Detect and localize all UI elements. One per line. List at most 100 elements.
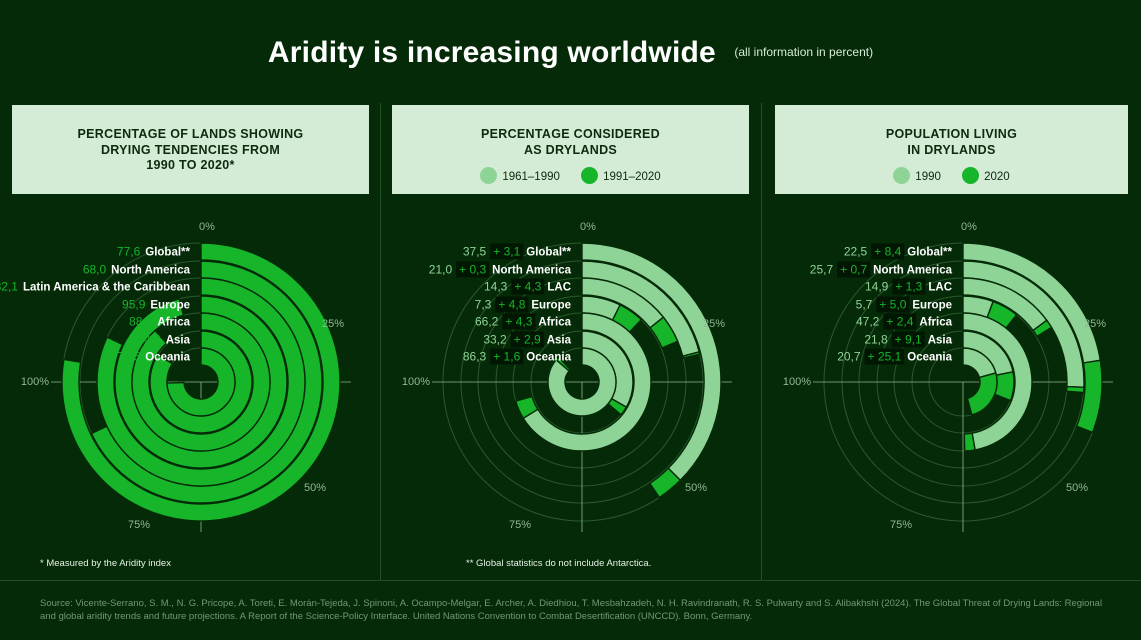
bar-segment-increase <box>966 372 998 416</box>
base-value-label: 66,2 <box>475 315 499 329</box>
increase-label-bg <box>871 243 905 260</box>
base-value-label: 37,5 <box>463 245 487 259</box>
footnote-antarctica: ** Global statistics do not include Anta… <box>466 558 652 569</box>
axis-tick-label: 50% <box>1066 482 1088 494</box>
panel-2-header: PERCENTAGE CONSIDERED AS DRYLANDS 1961–1… <box>392 105 749 194</box>
panel-1-title-line: DRYING TENDENCIES FROM <box>100 142 281 157</box>
value-label: 95,9 <box>122 298 146 312</box>
value-label: 82,1 <box>0 280 18 294</box>
increase-label-bg <box>837 261 871 278</box>
category-label: Africa <box>919 317 952 329</box>
increase-label: + 5,0 <box>879 298 906 312</box>
panel-2-title: PERCENTAGE CONSIDERED AS DRYLANDS <box>392 127 749 158</box>
legend-label: 1990 <box>915 171 941 183</box>
value-label: 84,0 <box>137 333 161 347</box>
category-label: Europe <box>531 300 571 312</box>
axis-tick-label: 0% <box>961 221 977 233</box>
page-subtitle: (all information in percent) <box>734 45 874 59</box>
title-row: Aridity is increasing worldwide (all inf… <box>0 36 1141 70</box>
category-label: Global** <box>907 247 952 259</box>
increase-label-bg <box>502 313 536 330</box>
increase-label: + 4,3 <box>514 280 541 294</box>
chart-panel-2: 0% 25% 50% 75% 100% Global** + 3,1 37,5 North Am… <box>402 221 732 532</box>
legend-label: 1961–1990 <box>502 171 560 183</box>
bar-segment-increase <box>1032 319 1053 338</box>
category-label: Latin America & the Caribbean <box>23 282 190 294</box>
bar-segment-increase <box>649 316 679 349</box>
base-value-label: 7,3 <box>475 298 492 312</box>
panel-1-title: PERCENTAGE OF LANDS SHOWING DRYING TENDE… <box>12 127 369 174</box>
axis-tick-label: 0% <box>580 221 596 233</box>
base-value-label: 86,3 <box>463 350 487 364</box>
category-label: Asia <box>928 335 953 347</box>
panel-2-legend: 1961–1990 1991–2020 <box>392 167 749 184</box>
category-label: Oceania <box>907 352 952 364</box>
bar-segment-increase <box>555 356 572 372</box>
base-value-label: 14,3 <box>484 280 508 294</box>
bar-segment-increase <box>514 395 539 420</box>
axis-tick-label: 50% <box>685 482 707 494</box>
bar-segment-increase <box>963 432 976 452</box>
bar-segment-increase <box>1065 385 1085 394</box>
increase-label-bg <box>490 243 524 260</box>
bar-segment <box>61 242 341 522</box>
base-value-label: 25,7 <box>810 263 834 277</box>
category-label: Oceania <box>145 352 190 364</box>
increase-label-bg <box>892 278 926 295</box>
footnote-aridity: * Measured by the Aridity index <box>40 558 171 569</box>
increase-label: + 0,3 <box>459 263 486 277</box>
category-label: Asia <box>547 335 572 347</box>
bottom-divider <box>0 580 1141 581</box>
panel-3-header: POPULATION LIVING IN DRYLANDS 1990 2020 <box>775 105 1128 194</box>
axis-tick-label: 75% <box>509 519 531 531</box>
category-label: Asia <box>166 335 191 347</box>
axis-tick-label: 75% <box>128 519 150 531</box>
panel-3-legend: 1990 2020 <box>775 167 1128 184</box>
category-label: North America <box>873 265 952 277</box>
bar-segment-base <box>522 312 652 452</box>
increase-label: + 1,3 <box>895 280 922 294</box>
axis-tick-label: 50% <box>304 482 326 494</box>
panel-divider <box>761 103 762 580</box>
increase-label: + 4,3 <box>505 315 532 329</box>
increase-label-bg <box>876 296 910 313</box>
category-label: Oceania <box>526 352 571 364</box>
increase-label: + 8,4 <box>874 245 901 259</box>
panel-divider <box>380 103 381 580</box>
legend-item: 1990 <box>893 167 941 184</box>
bar-segment-increase <box>681 351 701 359</box>
chart-panel-3: 0% 25% 50% 75% 100% Global** + 8,4 22,5 North Am… <box>783 221 1113 532</box>
increase-label-bg <box>511 278 545 295</box>
panel-1-header: PERCENTAGE OF LANDS SHOWING DRYING TENDE… <box>12 105 369 194</box>
bar-segment <box>131 312 271 452</box>
panel-2-title-line: AS DRYLANDS <box>523 142 618 157</box>
increase-label-bg <box>495 296 529 313</box>
increase-label: + 9,1 <box>895 333 922 347</box>
legend-item: 1991–2020 <box>581 167 661 184</box>
base-value-label: 22,5 <box>844 245 868 259</box>
category-label: Africa <box>157 317 190 329</box>
category-label: Europe <box>150 300 190 312</box>
value-label: 88,4 <box>129 315 153 329</box>
panel-3-title-line: POPULATION LIVING <box>885 127 1018 141</box>
increase-label: + 0,7 <box>840 263 867 277</box>
increase-label-bg <box>883 313 917 330</box>
base-value-label: 21,0 <box>429 263 453 277</box>
category-label: Africa <box>538 317 571 329</box>
axis-tick-label: 100% <box>21 376 49 388</box>
base-value-label: 33,2 <box>483 333 507 347</box>
increase-label: + 1,6 <box>493 350 520 364</box>
increase-label: + 25,1 <box>868 350 902 364</box>
increase-label: + 3,1 <box>493 245 520 259</box>
axis-tick-label: 100% <box>402 376 430 388</box>
increase-label-bg <box>490 348 524 365</box>
category-label: North America <box>111 265 190 277</box>
axis-tick-label: 25% <box>322 318 344 330</box>
category-label: Global** <box>526 247 571 259</box>
category-label: LAC <box>547 282 571 294</box>
legend-item: 1961–1990 <box>480 167 560 184</box>
bar-segment-increase <box>1075 359 1103 434</box>
category-label: Europe <box>912 300 952 312</box>
bar-segment-base <box>547 347 617 417</box>
